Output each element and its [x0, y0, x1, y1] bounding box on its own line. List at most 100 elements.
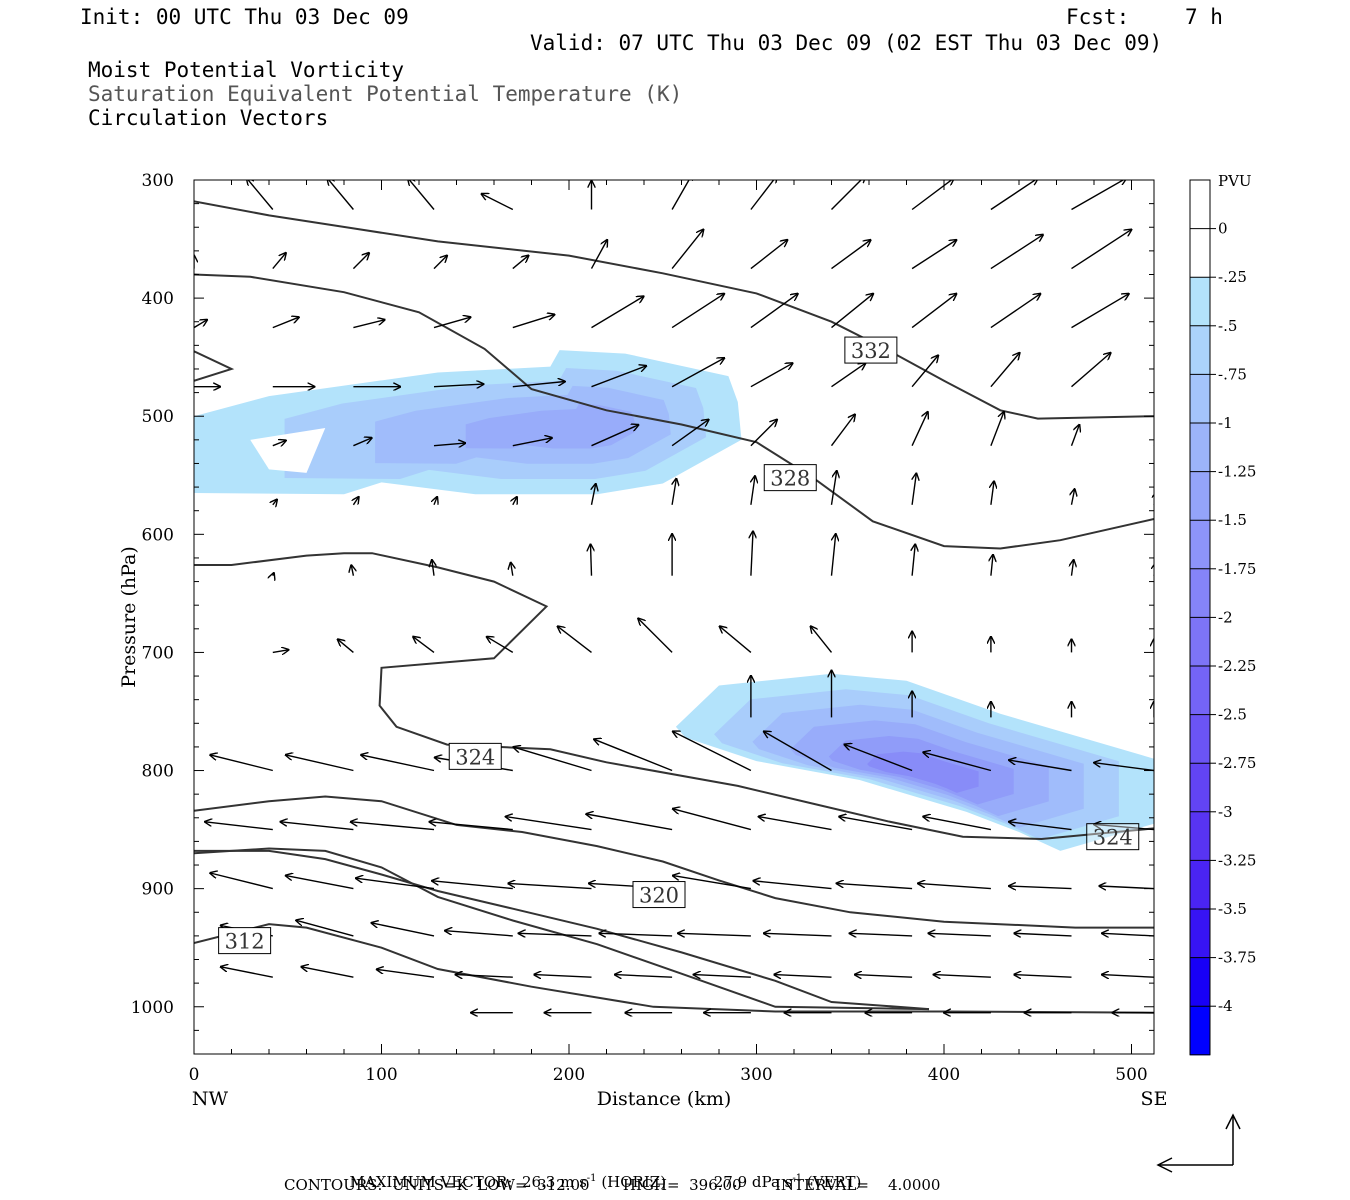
- wind-vector: [694, 975, 751, 978]
- wind-vector: [1094, 763, 1154, 772]
- wind-vector: [1009, 886, 1072, 889]
- max-vert-value: 27.9 dPa s: [713, 1173, 793, 1191]
- wind-vector: [750, 180, 777, 210]
- field-title-vectors: Circulation Vectors: [88, 106, 329, 130]
- wind-vector: [923, 817, 992, 831]
- wind-vector: [327, 180, 354, 210]
- wind-vector: [750, 420, 777, 447]
- wind-vector: [513, 497, 517, 506]
- wind-vector: [1009, 760, 1072, 772]
- wind-vector: [912, 474, 916, 505]
- wind-vector: [1009, 822, 1072, 831]
- wind-vector: [912, 545, 915, 576]
- wind-vector: [991, 555, 993, 576]
- max-horiz-tag: (HORIZ): [601, 1173, 667, 1191]
- wind-vector: [205, 822, 273, 831]
- wind-vector: [1071, 230, 1132, 270]
- wind-vector: [599, 933, 673, 936]
- wind-vector: [990, 353, 1020, 388]
- max-vert-sup: -1: [792, 1173, 803, 1184]
- wind-vector: [811, 626, 833, 653]
- wind-vector: [764, 732, 832, 772]
- wind-vector: [911, 294, 956, 329]
- wind-vector: [990, 294, 1040, 329]
- contour-label-layer: 332 328 324 324 320 312: [218, 336, 1140, 955]
- contour-label-box-320: [632, 881, 686, 909]
- x-end-label-se: SE: [1141, 1088, 1168, 1110]
- x-tick-label: 400: [928, 1065, 960, 1085]
- wind-vector: [1071, 353, 1111, 388]
- wind-vector: [1071, 180, 1127, 211]
- wind-vector: [591, 296, 644, 329]
- wind-vector: [434, 497, 437, 506]
- wind-vector: [751, 476, 755, 505]
- contour-label-box-332: [844, 336, 898, 364]
- wind-vector: [673, 732, 752, 772]
- wind-vector: [372, 923, 435, 937]
- wind-vector: [774, 975, 832, 978]
- max-vert-tag: (VERT): [806, 1173, 862, 1191]
- x-tick-label: 200: [553, 1065, 585, 1085]
- colorbar-swatch: [1190, 714, 1210, 764]
- wind-vector: [991, 481, 994, 505]
- wind-vector: [432, 560, 434, 576]
- wind-vector: [1102, 933, 1154, 936]
- wind-vector: [273, 500, 277, 505]
- contour-label-328: 328: [770, 467, 810, 491]
- wind-vector: [272, 253, 286, 270]
- wind-vector: [831, 363, 866, 388]
- wind-vector: [673, 809, 752, 831]
- wind-vector: [1070, 425, 1080, 446]
- wind-vector: [1094, 824, 1154, 831]
- colorbar-label: -.5: [1218, 317, 1237, 335]
- wind-vector: [514, 747, 592, 772]
- wind-vector: [1014, 975, 1072, 978]
- field-title-theta-e: Saturation Equivalent Potential Temperat…: [88, 82, 683, 106]
- wind-vector: [1153, 385, 1154, 387]
- colorbar-swatch: [1190, 423, 1210, 473]
- wind-vector: [456, 975, 513, 978]
- x-end-label-nw: NW: [192, 1088, 229, 1110]
- colorbar-swatch: [1190, 666, 1210, 716]
- wind-vector: [831, 180, 866, 210]
- wind-vector: [272, 317, 299, 329]
- wind-vector: [281, 822, 354, 831]
- forecast-label: Fcst:: [1066, 5, 1130, 29]
- colorbar-swatch: [1190, 909, 1210, 959]
- wind-vector: [678, 933, 751, 936]
- wind-vector: [671, 180, 693, 210]
- wind-vector: [830, 534, 836, 576]
- wind-vector: [672, 479, 676, 505]
- colorbar-label: -3.25: [1218, 851, 1256, 869]
- wind-vector: [433, 317, 470, 329]
- max-horiz-sup: -1: [586, 1173, 597, 1184]
- colorbar-swatch: [1190, 568, 1210, 618]
- theta-e-contour-324: [194, 552, 1154, 841]
- x-tick-label: 100: [365, 1065, 397, 1085]
- colorbar-swatch: [1190, 520, 1210, 570]
- colorbar-label: -3.5: [1218, 900, 1247, 918]
- wind-vector: [586, 814, 673, 831]
- colorbar-swatch: [1190, 180, 1210, 230]
- colorbar-label: -1: [1218, 414, 1233, 432]
- wind-vector: [445, 931, 513, 937]
- theta-e-contour-notch: [194, 350, 235, 382]
- wind-vector: [671, 294, 724, 329]
- colorbar-swatch: [1190, 811, 1210, 861]
- wind-vector: [830, 415, 855, 447]
- wind-vector: [433, 384, 483, 387]
- wind-vector: [508, 883, 592, 890]
- wind-vector: [413, 637, 435, 653]
- max-vector-label: MAXIMUM VECTOR:: [349, 1173, 513, 1191]
- y-tick-label: 300: [142, 171, 174, 191]
- theta-e-contour-328: [194, 273, 1154, 550]
- wind-vector: [286, 876, 354, 890]
- y-tick-label: 600: [142, 525, 174, 545]
- wind-vector: [764, 933, 832, 936]
- colorbar-label: -2.25: [1218, 657, 1256, 675]
- wind-vector: [353, 320, 384, 329]
- wind-vector: [272, 650, 289, 653]
- wind-vector: [750, 240, 787, 270]
- wind-vector: [990, 180, 1038, 211]
- valid-time: Valid: 07 UTC Thu 03 Dec 09 (02 EST Thu …: [530, 31, 1163, 55]
